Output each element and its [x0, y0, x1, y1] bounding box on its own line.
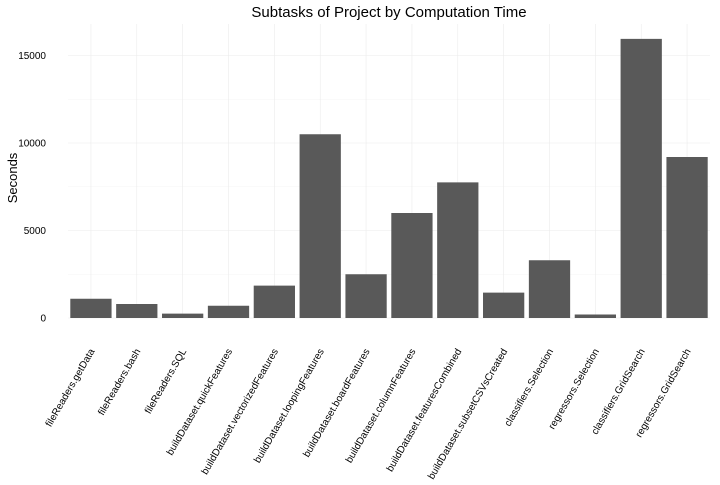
bar-classifiers-selection	[528, 260, 571, 318]
y-tick-label: 10000	[18, 139, 46, 150]
bar-builddataset-featurescombined	[437, 182, 479, 318]
bar-filereaders-sql	[162, 313, 204, 318]
x-tick-label: buildDataset.subsetCSVsCreated	[426, 347, 510, 480]
y-tick-label: 15000	[18, 51, 46, 62]
bars	[70, 38, 708, 318]
x-tick-label: fileReaders.getData	[44, 347, 98, 429]
bar-regressors-selection	[574, 314, 616, 318]
x-tick-label: fileReaders.bash	[96, 347, 143, 417]
bar-builddataset-vectorizedfeatures	[253, 285, 295, 318]
bar-builddataset-columnfeatures	[391, 213, 433, 318]
bar-classifiers-gridsearch	[620, 38, 662, 318]
bar-filereaders-bash	[116, 304, 158, 318]
y-axis-ticks: 0 5000 10000 15000	[18, 51, 46, 325]
y-axis-label: Seconds	[5, 152, 20, 203]
y-tick-label: 5000	[24, 226, 47, 237]
y-tick-label: 0	[40, 314, 46, 325]
x-tick-label: buildDataset.featuresCombined	[385, 347, 465, 474]
grid	[68, 24, 710, 319]
bar-builddataset-boardfeatures	[345, 274, 387, 318]
x-tick-label: classifiers.Selection	[503, 347, 556, 429]
chart-title: Subtasks of Project by Computation Time	[251, 4, 526, 21]
bar-filereaders-getdata	[70, 298, 112, 318]
bar-builddataset-quickfeatures	[207, 305, 250, 318]
x-tick-label: fileReaders.SQL	[143, 347, 189, 416]
x-tick-label: regressors.Selection	[547, 347, 602, 431]
bar-builddataset-loopingfeatures	[299, 134, 341, 318]
bar-builddataset-subsetcsvscreated	[483, 292, 525, 318]
bar-regressors-gridsearch	[666, 157, 708, 318]
x-tick-label: buildDataset.vectorizedFeatures	[200, 347, 281, 477]
